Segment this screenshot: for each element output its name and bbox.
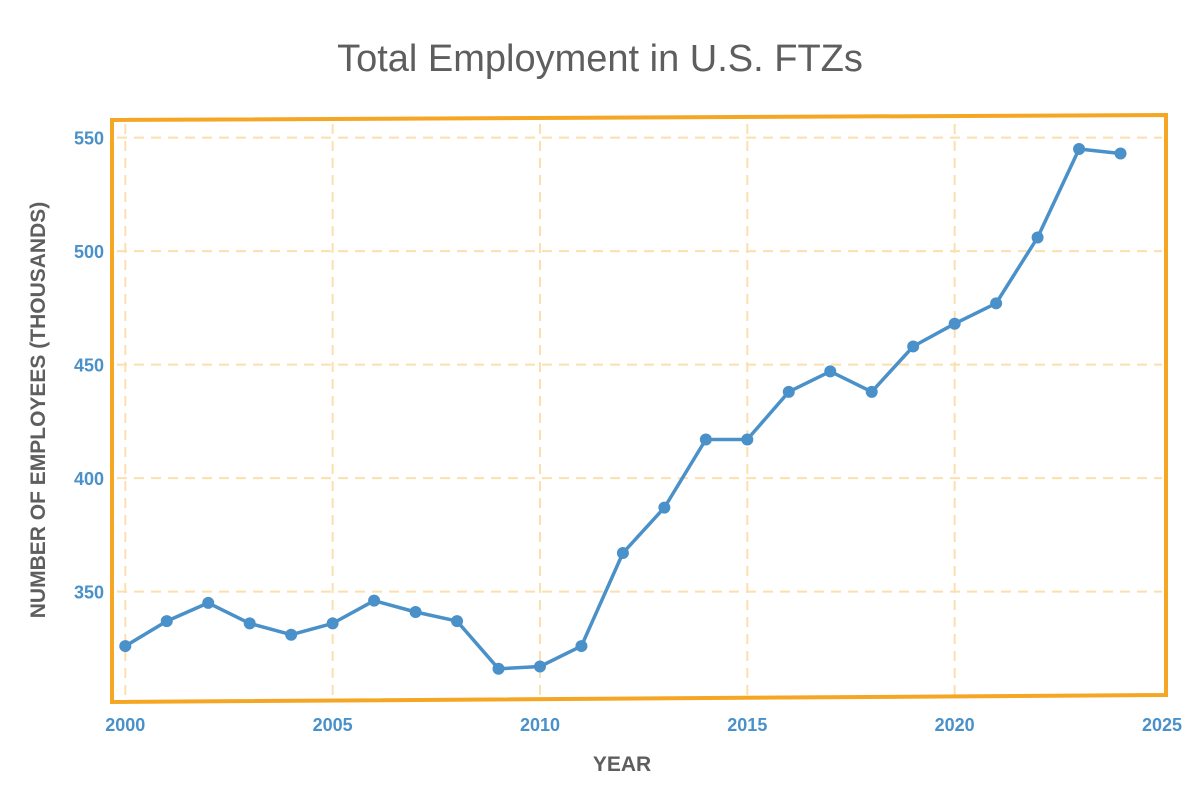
data-point xyxy=(907,340,920,353)
x-tick-label: 2005 xyxy=(313,715,353,735)
data-point xyxy=(575,640,588,653)
y-tick-labels: 350 400 450 500 550 xyxy=(74,129,104,603)
data-point xyxy=(202,596,215,609)
data-point xyxy=(533,660,546,673)
data-point xyxy=(409,606,422,619)
x-tick-labels: 2000 2005 2010 2015 2020 2025 xyxy=(105,715,1182,735)
data-point xyxy=(616,547,629,559)
data-point xyxy=(948,317,961,330)
data-point xyxy=(782,385,795,398)
y-axis-title: NUMBER OF EMPLOYEES (THOUSANDS) xyxy=(27,202,50,619)
data-point xyxy=(1073,142,1086,155)
data-point xyxy=(285,628,298,641)
data-point xyxy=(1031,231,1044,244)
series-layer xyxy=(119,142,1127,675)
data-point xyxy=(492,662,505,675)
data-point xyxy=(741,433,754,446)
data-point xyxy=(119,640,132,653)
data-point xyxy=(160,615,173,628)
x-tick-label: 2020 xyxy=(935,715,975,735)
chart-title: Total Employment in U.S. FTZs xyxy=(337,38,863,80)
data-point xyxy=(865,385,878,398)
y-tick-label: 550 xyxy=(74,129,104,149)
grid-lines xyxy=(117,124,1162,696)
data-point xyxy=(1114,147,1127,160)
data-point xyxy=(368,594,381,607)
x-tick-label: 2010 xyxy=(520,715,560,735)
data-point xyxy=(243,617,256,630)
x-tick-label: 2000 xyxy=(105,715,145,735)
data-point xyxy=(824,365,837,378)
data-point xyxy=(699,433,712,446)
plot-frame xyxy=(110,112,1168,705)
x-tick-label: 2025 xyxy=(1142,715,1182,735)
y-tick-label: 400 xyxy=(74,469,104,489)
data-point xyxy=(326,617,339,630)
data-point xyxy=(451,615,464,628)
y-tick-label: 450 xyxy=(74,356,104,376)
x-axis-title: YEAR xyxy=(593,753,651,776)
data-point xyxy=(658,501,671,514)
y-tick-label: 350 xyxy=(74,583,104,603)
data-point xyxy=(990,297,1003,310)
x-tick-label: 2015 xyxy=(727,715,767,735)
y-tick-label: 500 xyxy=(74,242,104,262)
